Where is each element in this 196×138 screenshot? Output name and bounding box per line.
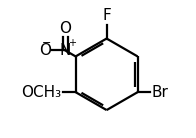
- Text: O: O: [59, 21, 71, 36]
- Text: OCH₃: OCH₃: [22, 85, 62, 100]
- Text: +: +: [68, 38, 76, 47]
- Text: −: −: [42, 38, 52, 48]
- Text: Br: Br: [152, 85, 168, 100]
- Text: F: F: [102, 8, 111, 23]
- Text: O: O: [39, 43, 51, 58]
- Text: N: N: [60, 43, 71, 58]
